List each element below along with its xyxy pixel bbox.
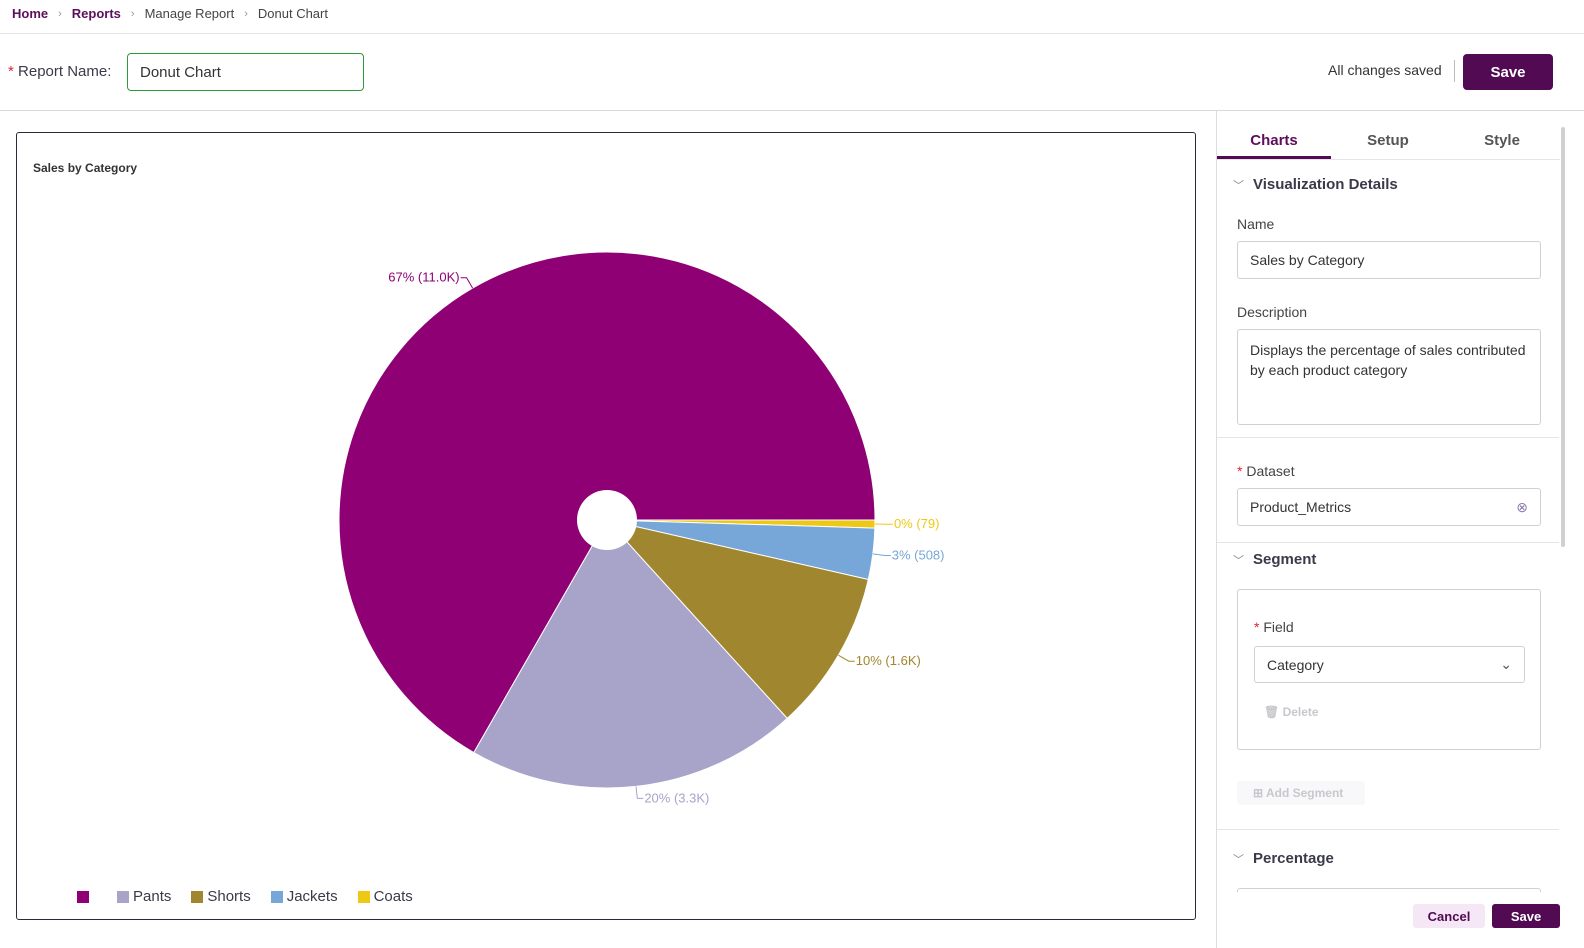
- legend-swatch: [357, 890, 370, 903]
- legend-swatch: [270, 890, 283, 903]
- description-label: Description: [1237, 304, 1308, 320]
- tab-setup[interactable]: Setup: [1367, 132, 1409, 149]
- visualization-details-toggle[interactable]: ﹀ Visualization Details: [1233, 176, 1398, 193]
- label-leader-line: [838, 654, 855, 662]
- data-label: 0% (79): [894, 516, 940, 531]
- name-label: Name: [1237, 216, 1275, 232]
- segment-toggle[interactable]: ﹀ Segment: [1233, 551, 1317, 568]
- breadcrumb: Home › Reports › Manage Report › Donut Char…: [12, 6, 328, 21]
- legend-item[interactable]: Coats: [357, 888, 413, 905]
- add-segment-button[interactable]: ⊞ Add Segment: [1237, 781, 1365, 805]
- breadcrumb-home[interactable]: Home: [12, 6, 49, 21]
- legend-swatch: [117, 890, 129, 903]
- data-label: 20% (3.3K): [644, 790, 709, 805]
- divider: [1217, 829, 1559, 830]
- chevron-right-icon: ›: [58, 7, 62, 20]
- name-input[interactable]: Sales by Category: [1237, 241, 1541, 279]
- plus-icon: ⊞: [1253, 786, 1266, 800]
- label-leader-line: [872, 553, 891, 556]
- divider: [1217, 437, 1559, 438]
- legend-swatch: [77, 890, 89, 903]
- legend-label: Jackets: [286, 888, 338, 905]
- settings-panel: Charts Setup Style ﹀ Visualization Detail…: [1216, 111, 1584, 948]
- save-status: All changes saved: [1328, 62, 1442, 78]
- chart-title: Sales by Category: [33, 161, 138, 175]
- label-leader-line: [460, 277, 474, 289]
- divider: [0, 110, 1584, 111]
- data-label: 10% (1.6K): [856, 653, 921, 668]
- report-name-label: * Report Name:: [8, 63, 112, 80]
- clear-icon[interactable]: ⊗: [1516, 498, 1528, 515]
- breadcrumb-manage-report[interactable]: Manage Report: [144, 6, 235, 21]
- dataset-input[interactable]: Product_Metrics ⊗: [1237, 488, 1541, 526]
- data-label: 3% (508): [892, 547, 945, 562]
- label-leader-line: [635, 786, 644, 799]
- scrollbar[interactable]: [1561, 127, 1565, 547]
- field-label: * Field: [1254, 619, 1294, 635]
- chart-container: 0% (79) 3% (508) 10% (1.6K) 20% (3.3K) 67% (…: [16, 132, 1196, 920]
- legend-item[interactable]: Pants: [117, 888, 171, 905]
- cancel-button[interactable]: Cancel: [1413, 904, 1485, 928]
- percentage-toggle[interactable]: ﹀ Percentage: [1233, 850, 1334, 867]
- pie-slice[interactable]: [605, 519, 869, 720]
- divider: [0, 33, 1584, 34]
- tab-charts[interactable]: Charts: [1217, 111, 1331, 159]
- chevron-down-icon: ﹀: [1233, 555, 1244, 567]
- legend-label: Shorts: [207, 888, 251, 905]
- breadcrumb-current: Donut Chart: [257, 6, 328, 21]
- description-textarea[interactable]: Displays the percentage of sales contrib…: [1237, 329, 1541, 425]
- field-value: Category: [1267, 656, 1324, 673]
- pie-chart: 0% (79) 3% (508) 10% (1.6K) 20% (3.3K) 67% (…: [338, 251, 945, 805]
- segment-card: * Field Category ⌄ 🗑 Delete: [1237, 589, 1541, 750]
- divider: [1454, 60, 1455, 82]
- panel-save-button[interactable]: Save: [1492, 904, 1560, 928]
- donut-hole: [577, 490, 637, 550]
- dataset-value: Product_Metrics: [1250, 499, 1352, 515]
- breadcrumb-reports[interactable]: Reports: [71, 6, 121, 21]
- report-name-input[interactable]: [127, 53, 364, 91]
- chevron-right-icon: ›: [244, 7, 248, 20]
- chevron-right-icon: ›: [130, 7, 135, 20]
- chevron-down-icon: ﹀: [1233, 180, 1244, 192]
- tab-style[interactable]: Style: [1484, 132, 1520, 149]
- legend-label: Coats: [373, 888, 413, 905]
- save-button[interactable]: Save: [1463, 54, 1553, 90]
- divider: [1217, 542, 1559, 543]
- legend-label: Pants: [133, 888, 172, 905]
- legend-swatch: [191, 890, 204, 903]
- legend-item[interactable]: Shorts: [191, 888, 251, 905]
- trash-icon: 🗑: [1264, 705, 1283, 719]
- data-label: 67% (11.0K): [388, 270, 459, 285]
- dataset-label: * Dataset: [1237, 463, 1295, 479]
- pie-slice[interactable]: [473, 519, 788, 789]
- percentage-input[interactable]: [1237, 888, 1541, 892]
- legend-item[interactable]: [77, 890, 97, 903]
- legend: Pants Shorts Jackets Coats: [77, 888, 413, 905]
- field-select[interactable]: Category ⌄: [1254, 646, 1525, 683]
- chevron-down-icon: ﹀: [1233, 854, 1244, 866]
- chevron-down-icon: ⌄: [1500, 656, 1512, 672]
- delete-button[interactable]: 🗑 Delete: [1264, 705, 1319, 719]
- legend-item[interactable]: Jackets: [270, 888, 338, 905]
